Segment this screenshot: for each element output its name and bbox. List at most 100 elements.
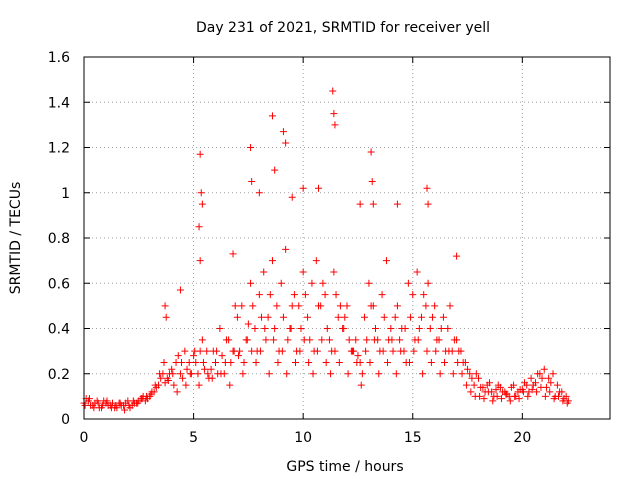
data-point — [559, 397, 567, 405]
data-point — [331, 121, 339, 129]
data-point — [268, 257, 276, 265]
data-point — [198, 336, 206, 344]
data-point — [419, 370, 427, 378]
data-point — [278, 347, 286, 355]
data-point — [94, 399, 102, 407]
data-point — [129, 397, 137, 405]
data-point — [423, 347, 431, 355]
data-point — [477, 383, 485, 391]
data-point — [367, 148, 375, 156]
data-point — [288, 302, 296, 310]
data-point — [271, 166, 279, 174]
data-point — [273, 302, 281, 310]
data-point — [524, 392, 532, 400]
data-point — [252, 358, 260, 366]
data-point — [422, 302, 430, 310]
data-point — [173, 388, 181, 396]
data-point — [322, 358, 330, 366]
data-point — [331, 347, 339, 355]
y-tick-label: 0.4 — [48, 322, 70, 338]
data-point — [375, 370, 383, 378]
y-tick-label: 0.8 — [48, 231, 70, 247]
data-point — [256, 347, 264, 355]
data-point — [255, 291, 263, 299]
data-point — [511, 392, 519, 400]
data-point — [494, 381, 502, 389]
data-point — [295, 302, 303, 310]
data-point — [312, 257, 320, 265]
data-point — [327, 370, 335, 378]
data-point — [107, 404, 115, 412]
data-point — [279, 313, 287, 321]
data-point — [299, 268, 307, 276]
data-point — [492, 386, 500, 394]
data-point — [446, 302, 454, 310]
x-axis-label: GPS time / hours — [286, 459, 403, 475]
data-point — [330, 110, 338, 118]
data-point — [199, 358, 207, 366]
data-point — [450, 336, 458, 344]
data-point — [183, 365, 191, 373]
data-point — [480, 395, 488, 403]
data-point — [176, 370, 184, 378]
data-point — [330, 268, 338, 276]
data-point — [81, 401, 89, 409]
data-point — [157, 374, 165, 382]
data-point — [235, 352, 243, 360]
data-point — [319, 279, 327, 287]
data-point — [270, 336, 278, 344]
data-point — [466, 370, 474, 378]
data-point — [519, 388, 527, 396]
data-point — [169, 370, 177, 378]
data-point — [413, 268, 421, 276]
x-tick-label: 20 — [513, 430, 531, 446]
y-tick-label: 1.2 — [48, 141, 70, 157]
data-point — [179, 374, 187, 382]
data-point — [528, 386, 536, 394]
data-point — [282, 245, 290, 253]
data-point — [387, 325, 395, 332]
data-point — [361, 313, 369, 321]
data-point — [529, 381, 537, 389]
data-point — [410, 347, 418, 355]
data-point — [194, 370, 202, 378]
data-point — [287, 325, 295, 332]
x-tick-label: 10 — [294, 430, 312, 446]
data-point — [340, 325, 348, 332]
data-point — [103, 397, 111, 405]
data-point — [493, 392, 501, 400]
data-point — [248, 347, 256, 355]
data-point — [549, 370, 557, 378]
data-point — [229, 250, 237, 258]
data-point — [274, 358, 282, 366]
data-point — [160, 358, 168, 366]
data-point — [156, 370, 164, 378]
data-point — [485, 379, 493, 387]
data-point — [489, 397, 497, 405]
data-point — [284, 336, 292, 344]
data-point — [249, 302, 257, 310]
data-point — [321, 291, 329, 299]
data-point — [392, 370, 400, 378]
data-point — [308, 279, 316, 287]
data-point — [186, 370, 194, 378]
data-point — [222, 336, 230, 344]
data-point — [470, 381, 478, 389]
data-point — [182, 381, 190, 389]
data-point — [354, 352, 362, 360]
data-point — [363, 336, 371, 344]
data-point — [439, 313, 447, 321]
data-point — [380, 313, 388, 321]
data-point — [379, 347, 387, 355]
data-point — [217, 370, 225, 378]
data-point — [418, 313, 426, 321]
data-point — [323, 325, 331, 332]
data-points — [80, 87, 572, 414]
y-axis-ticks: 0 0.2 0.4 0.6 0.8 1 1.2 1.4 1.6 — [48, 50, 610, 428]
y-tick-label: 0.2 — [48, 367, 70, 383]
data-point — [244, 320, 252, 328]
data-point — [329, 87, 337, 95]
data-point — [90, 404, 98, 412]
data-point — [243, 336, 251, 344]
data-point — [191, 347, 199, 355]
